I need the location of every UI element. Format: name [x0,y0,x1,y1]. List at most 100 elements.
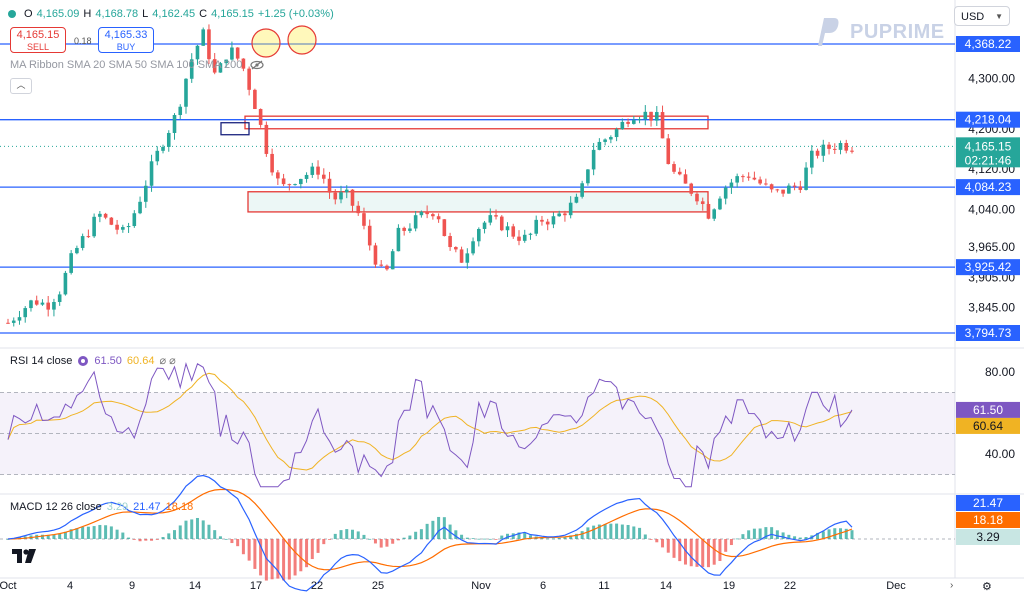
candle-body [551,216,556,225]
macd-histogram-bar [695,539,699,567]
candle-body [545,221,550,225]
candle-body [92,216,96,237]
candles [6,24,854,327]
candle-body [299,178,303,185]
ma-ribbon-legend[interactable]: MA Ribbon SMA 20 SMA 50 SMA 100 SMA 200 [10,59,264,71]
candle-body [741,176,745,178]
macd-histogram-bar [333,533,337,539]
macd-histogram-bar [201,520,205,539]
macd-histogram-bar [385,539,389,547]
candle-body [459,249,464,263]
eye-off-icon[interactable] [250,60,264,70]
currency-select[interactable]: USD ▼ [954,6,1010,26]
macd-histogram-bar [396,539,400,541]
candle-body [293,184,297,186]
macd-name: MACD 12 26 close [10,501,102,513]
macd-histogram-bar [184,520,188,539]
macd-histogram-bar [787,534,791,539]
macd-histogram-bar [712,539,716,565]
candle-body [327,178,332,193]
macd-histogram-bar [373,539,377,544]
price-tick: 3,965.00 [968,240,1015,254]
candle-body [557,213,561,217]
macd-legend: MACD 12 26 close 3.29 21.47 18.18 [10,501,193,513]
macd-histogram-bar [150,539,154,541]
sell-button[interactable]: 4,165.15 SELL [10,27,66,53]
macd-histogram-bar [299,539,303,572]
candle-body [436,216,441,220]
candle-body [46,302,50,310]
x-tick: 14 [659,580,673,592]
level-label: 4,368.22 [965,37,1012,51]
macd-histogram-bar [804,537,808,539]
macd-histogram-bar [178,525,182,539]
candle-body [132,213,137,227]
chevron-up-icon: ︿ [16,80,26,90]
candle-body [29,300,33,309]
gear-icon[interactable]: ⚙ [982,581,992,593]
candle-body [431,214,435,217]
macd-histogram-bar [127,537,131,539]
candle-body [287,184,292,186]
candle-body [138,201,142,214]
candle-body [184,78,188,107]
candle-body [230,47,234,60]
market-status-icon [8,10,16,18]
rsi-ma-tag-bg [956,417,1020,434]
macd-histogram-bar [58,533,62,539]
macd-histogram-bar [190,519,194,539]
x-tick: Dec [886,580,906,592]
macd-histogram-bar [775,530,779,539]
macd-histogram-bar [316,539,320,553]
candle-body [281,178,286,185]
macd-histogram-bar [356,531,360,539]
open-value: 4,165.09 [36,8,80,20]
spread-value: 0.18 [74,36,92,46]
level-label-bg [956,325,1020,341]
macd-histogram-bar [793,536,797,539]
breakout-box [220,122,250,136]
macd-histogram-bar [253,539,257,569]
time-axis[interactable]: Oct 4 9 14 17 22 25 Nov 6 11 14 19 22 De… [0,578,1024,596]
macd-histogram-bar [328,539,332,540]
macd-histogram-bar [609,523,613,539]
macd-histogram-bar [442,517,446,539]
x-tick: Oct [0,580,17,592]
macd-histogram-bar [626,524,630,539]
candle-body [241,58,246,69]
rsi-ma-tag: 60.64 [973,419,1003,433]
candle-body [86,236,91,238]
x-tick: 6 [539,580,547,592]
scroll-right-icon[interactable]: › [950,580,954,591]
candle-body [189,59,194,79]
buy-button[interactable]: 4,165.33 BUY [98,27,154,53]
candle-body [488,215,493,223]
x-tick: 22 [783,580,797,592]
candle-body [522,234,527,241]
level-label-bg [956,179,1020,196]
candle-body [247,68,251,90]
macd-histogram-bar [115,529,119,539]
candle-body [454,247,458,250]
macd-histogram-bar [121,532,125,539]
candle-body [603,139,607,142]
macd-histogram-bar [465,537,469,539]
macd-histogram-bar [764,527,768,539]
macd-histogram-bar [402,537,406,539]
macd-histogram-bar [155,539,159,540]
collapse-legend-button[interactable]: ︿ [10,78,32,94]
puprime-logo-mark-icon [818,18,839,46]
ohlc-legend: O 4,165.09 H 4,168.78 L 4,162.45 C 4,165.15 … [8,8,334,20]
x-tick: 9 [128,580,136,592]
macd-histogram-bar [6,539,10,540]
chevron-down-icon: ▼ [995,12,1003,21]
candle-body [540,219,544,222]
candle-body [672,164,676,172]
open-label: O [24,8,33,20]
candle-body [712,209,717,219]
macd-histogram-bar [523,532,527,539]
rsi-settings-icon[interactable] [77,355,89,367]
macd-histogram-bar [540,537,544,539]
macd-histogram-bar [40,534,44,539]
